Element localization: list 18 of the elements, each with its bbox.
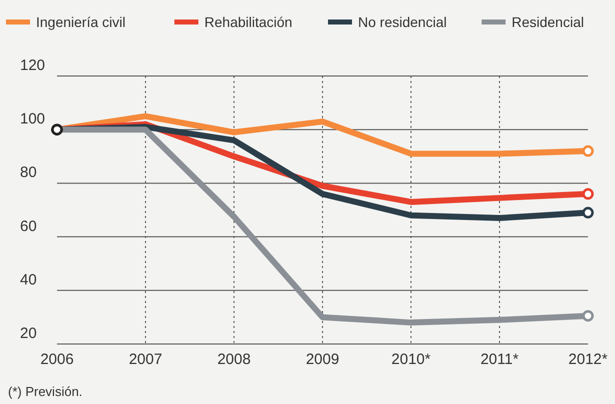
legend-label: Rehabilitación [204, 14, 292, 30]
y-tick-label: 100 [20, 110, 46, 128]
text: (*) Previsión. [8, 384, 82, 399]
x-tick-label: 2009 [306, 351, 340, 368]
legend-label: Ingeniería civil [36, 14, 126, 30]
y-tick-label: 60 [20, 218, 37, 235]
y-tick-label: 40 [20, 271, 37, 288]
x-tick-label: 2006 [40, 351, 74, 368]
x-tick-label: 2012* [568, 351, 608, 368]
x-tick-label: 2008 [217, 351, 251, 368]
legend-label: Residencial [512, 14, 584, 30]
y-tick-label: 20 [20, 325, 37, 342]
x-tick-label: 2007 [128, 351, 162, 368]
y-tick-label: 80 [20, 164, 37, 182]
x-tick-label: 2010* [391, 351, 431, 368]
x-tick-label: 2011* [480, 351, 519, 368]
legend-label: No residencial [358, 14, 447, 30]
y-tick-label: 120 [20, 57, 46, 74]
